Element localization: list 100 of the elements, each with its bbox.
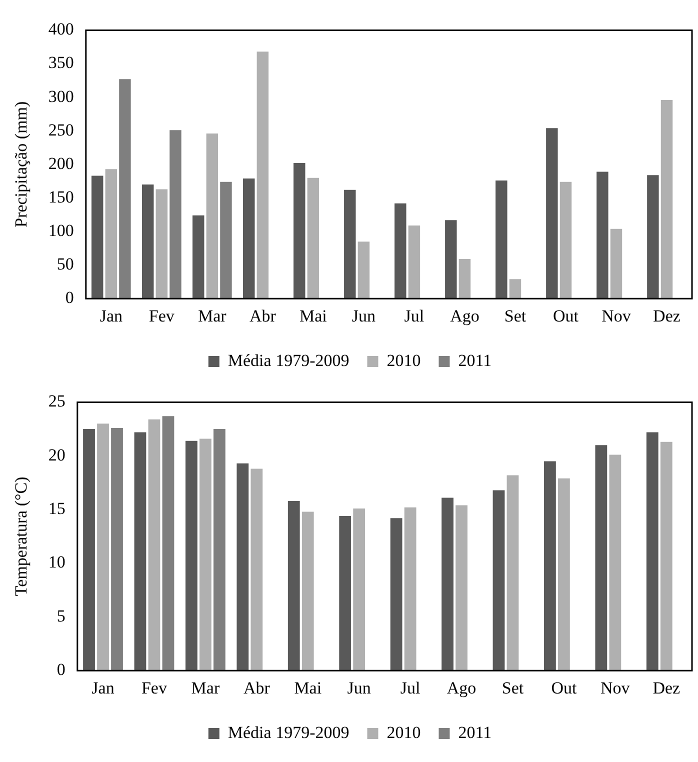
bar xyxy=(442,498,454,671)
bar xyxy=(445,220,457,299)
bar xyxy=(156,189,168,299)
y-axis-title: Precipitação (mm) xyxy=(12,101,31,228)
x-tick-label: Out xyxy=(551,678,577,698)
legend-label: Média 1979-2009 xyxy=(228,350,350,370)
bar xyxy=(206,134,218,299)
y-tick-label: 25 xyxy=(48,392,66,411)
legend-label: 2010 xyxy=(386,722,421,742)
y-tick-label: 0 xyxy=(65,288,74,308)
x-tick-label: Jul xyxy=(400,678,420,698)
x-tick-label: Dez xyxy=(652,678,681,698)
bar xyxy=(111,428,123,671)
y-tick-label: 5 xyxy=(56,606,66,626)
bar xyxy=(595,445,608,671)
legend-label: 2010 xyxy=(386,350,421,370)
x-tick-label: Dez xyxy=(653,306,681,326)
y-tick-label: 150 xyxy=(48,187,74,206)
bar xyxy=(185,440,198,671)
bar xyxy=(91,176,104,299)
y-tick-label: 300 xyxy=(48,86,74,106)
bar xyxy=(647,175,659,299)
bar xyxy=(558,478,570,671)
x-tick-label: Jul xyxy=(404,306,424,326)
x-tick-label: Set xyxy=(504,306,526,326)
y-tick-label: 50 xyxy=(56,254,74,274)
bar xyxy=(394,203,406,299)
bar xyxy=(506,475,519,671)
bar xyxy=(546,128,558,299)
x-tick-label: Set xyxy=(502,678,524,698)
y-tick-label: 400 xyxy=(48,20,74,39)
y-tick-label: 200 xyxy=(48,154,74,173)
legend-label: 2011 xyxy=(458,722,492,742)
bar xyxy=(492,490,505,671)
bar xyxy=(250,468,263,671)
bar xyxy=(456,505,468,671)
y-tick-label: 10 xyxy=(48,552,66,572)
bar xyxy=(192,215,204,299)
bar xyxy=(560,182,572,299)
bar xyxy=(609,454,622,671)
bar xyxy=(119,79,131,299)
x-tick-label: Mar xyxy=(198,306,227,326)
y-tick-label: 100 xyxy=(48,220,74,240)
bar xyxy=(353,508,366,671)
bar xyxy=(288,500,300,671)
bar xyxy=(170,130,182,299)
bar xyxy=(344,190,356,299)
x-tick-label: Mai xyxy=(294,678,322,698)
bar xyxy=(408,225,420,299)
bar xyxy=(256,52,269,299)
bar xyxy=(358,242,370,299)
x-tick-label: Jan xyxy=(100,306,123,326)
x-tick-label: Mar xyxy=(191,678,220,698)
y-tick-label: 20 xyxy=(48,445,66,464)
bar xyxy=(134,432,146,671)
y-tick-label: 250 xyxy=(48,120,74,140)
y-axis-title: Temperatura (°C) xyxy=(12,476,31,596)
x-tick-label: Jan xyxy=(92,678,115,698)
x-tick-label: Ago xyxy=(446,678,476,698)
x-tick-label: Nov xyxy=(600,678,630,698)
y-tick-label: 0 xyxy=(56,660,66,680)
bar xyxy=(660,442,672,671)
bar xyxy=(142,184,154,299)
y-tick-label: 15 xyxy=(48,499,66,518)
x-tick-label: Abr xyxy=(243,678,270,698)
bar xyxy=(199,438,212,671)
legend-label: 2011 xyxy=(458,350,492,370)
bar xyxy=(610,228,622,299)
x-tick-label: Out xyxy=(552,306,579,326)
x-tick-label: Mai xyxy=(299,306,328,326)
bar xyxy=(294,163,306,299)
bar xyxy=(404,507,416,671)
x-tick-label: Fev xyxy=(141,678,168,698)
y-tick-label: 350 xyxy=(48,53,74,72)
x-tick-label: Ago xyxy=(450,306,480,326)
bar xyxy=(302,512,314,671)
bar xyxy=(148,419,160,671)
bar xyxy=(213,429,226,671)
x-tick-label: Jun xyxy=(347,678,372,698)
bar xyxy=(243,178,255,299)
x-tick-label: Abr xyxy=(249,306,276,326)
bar xyxy=(660,100,673,299)
bar xyxy=(220,182,232,299)
bar xyxy=(596,172,608,299)
bar xyxy=(496,180,508,299)
bar xyxy=(544,461,556,671)
bar xyxy=(83,429,95,671)
bar xyxy=(236,463,249,671)
bar xyxy=(105,169,118,299)
legend-label: Média 1979-2009 xyxy=(228,722,350,742)
bar xyxy=(458,259,471,299)
x-tick-label: Jun xyxy=(352,306,376,326)
bar xyxy=(97,424,109,671)
x-tick-label: Fev xyxy=(148,306,175,326)
bar xyxy=(646,432,658,671)
bar xyxy=(390,518,402,671)
bar xyxy=(339,516,352,671)
bar xyxy=(162,416,174,671)
bar xyxy=(509,279,522,299)
bar xyxy=(307,178,320,299)
